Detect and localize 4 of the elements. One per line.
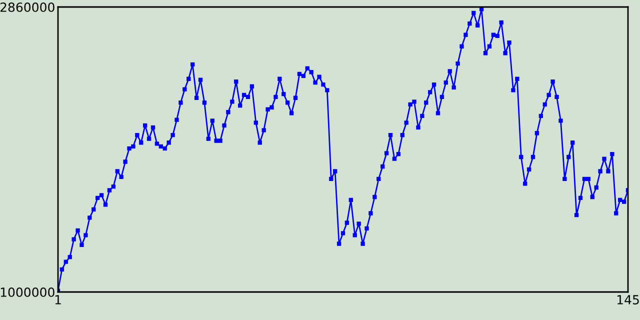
y-tick-label: 2860000 [0, 2, 54, 12]
x-tick-label: 1 [55, 295, 61, 304]
x-tick-label: 145 [617, 295, 639, 304]
y-tick-label: 1000000 [0, 287, 54, 297]
